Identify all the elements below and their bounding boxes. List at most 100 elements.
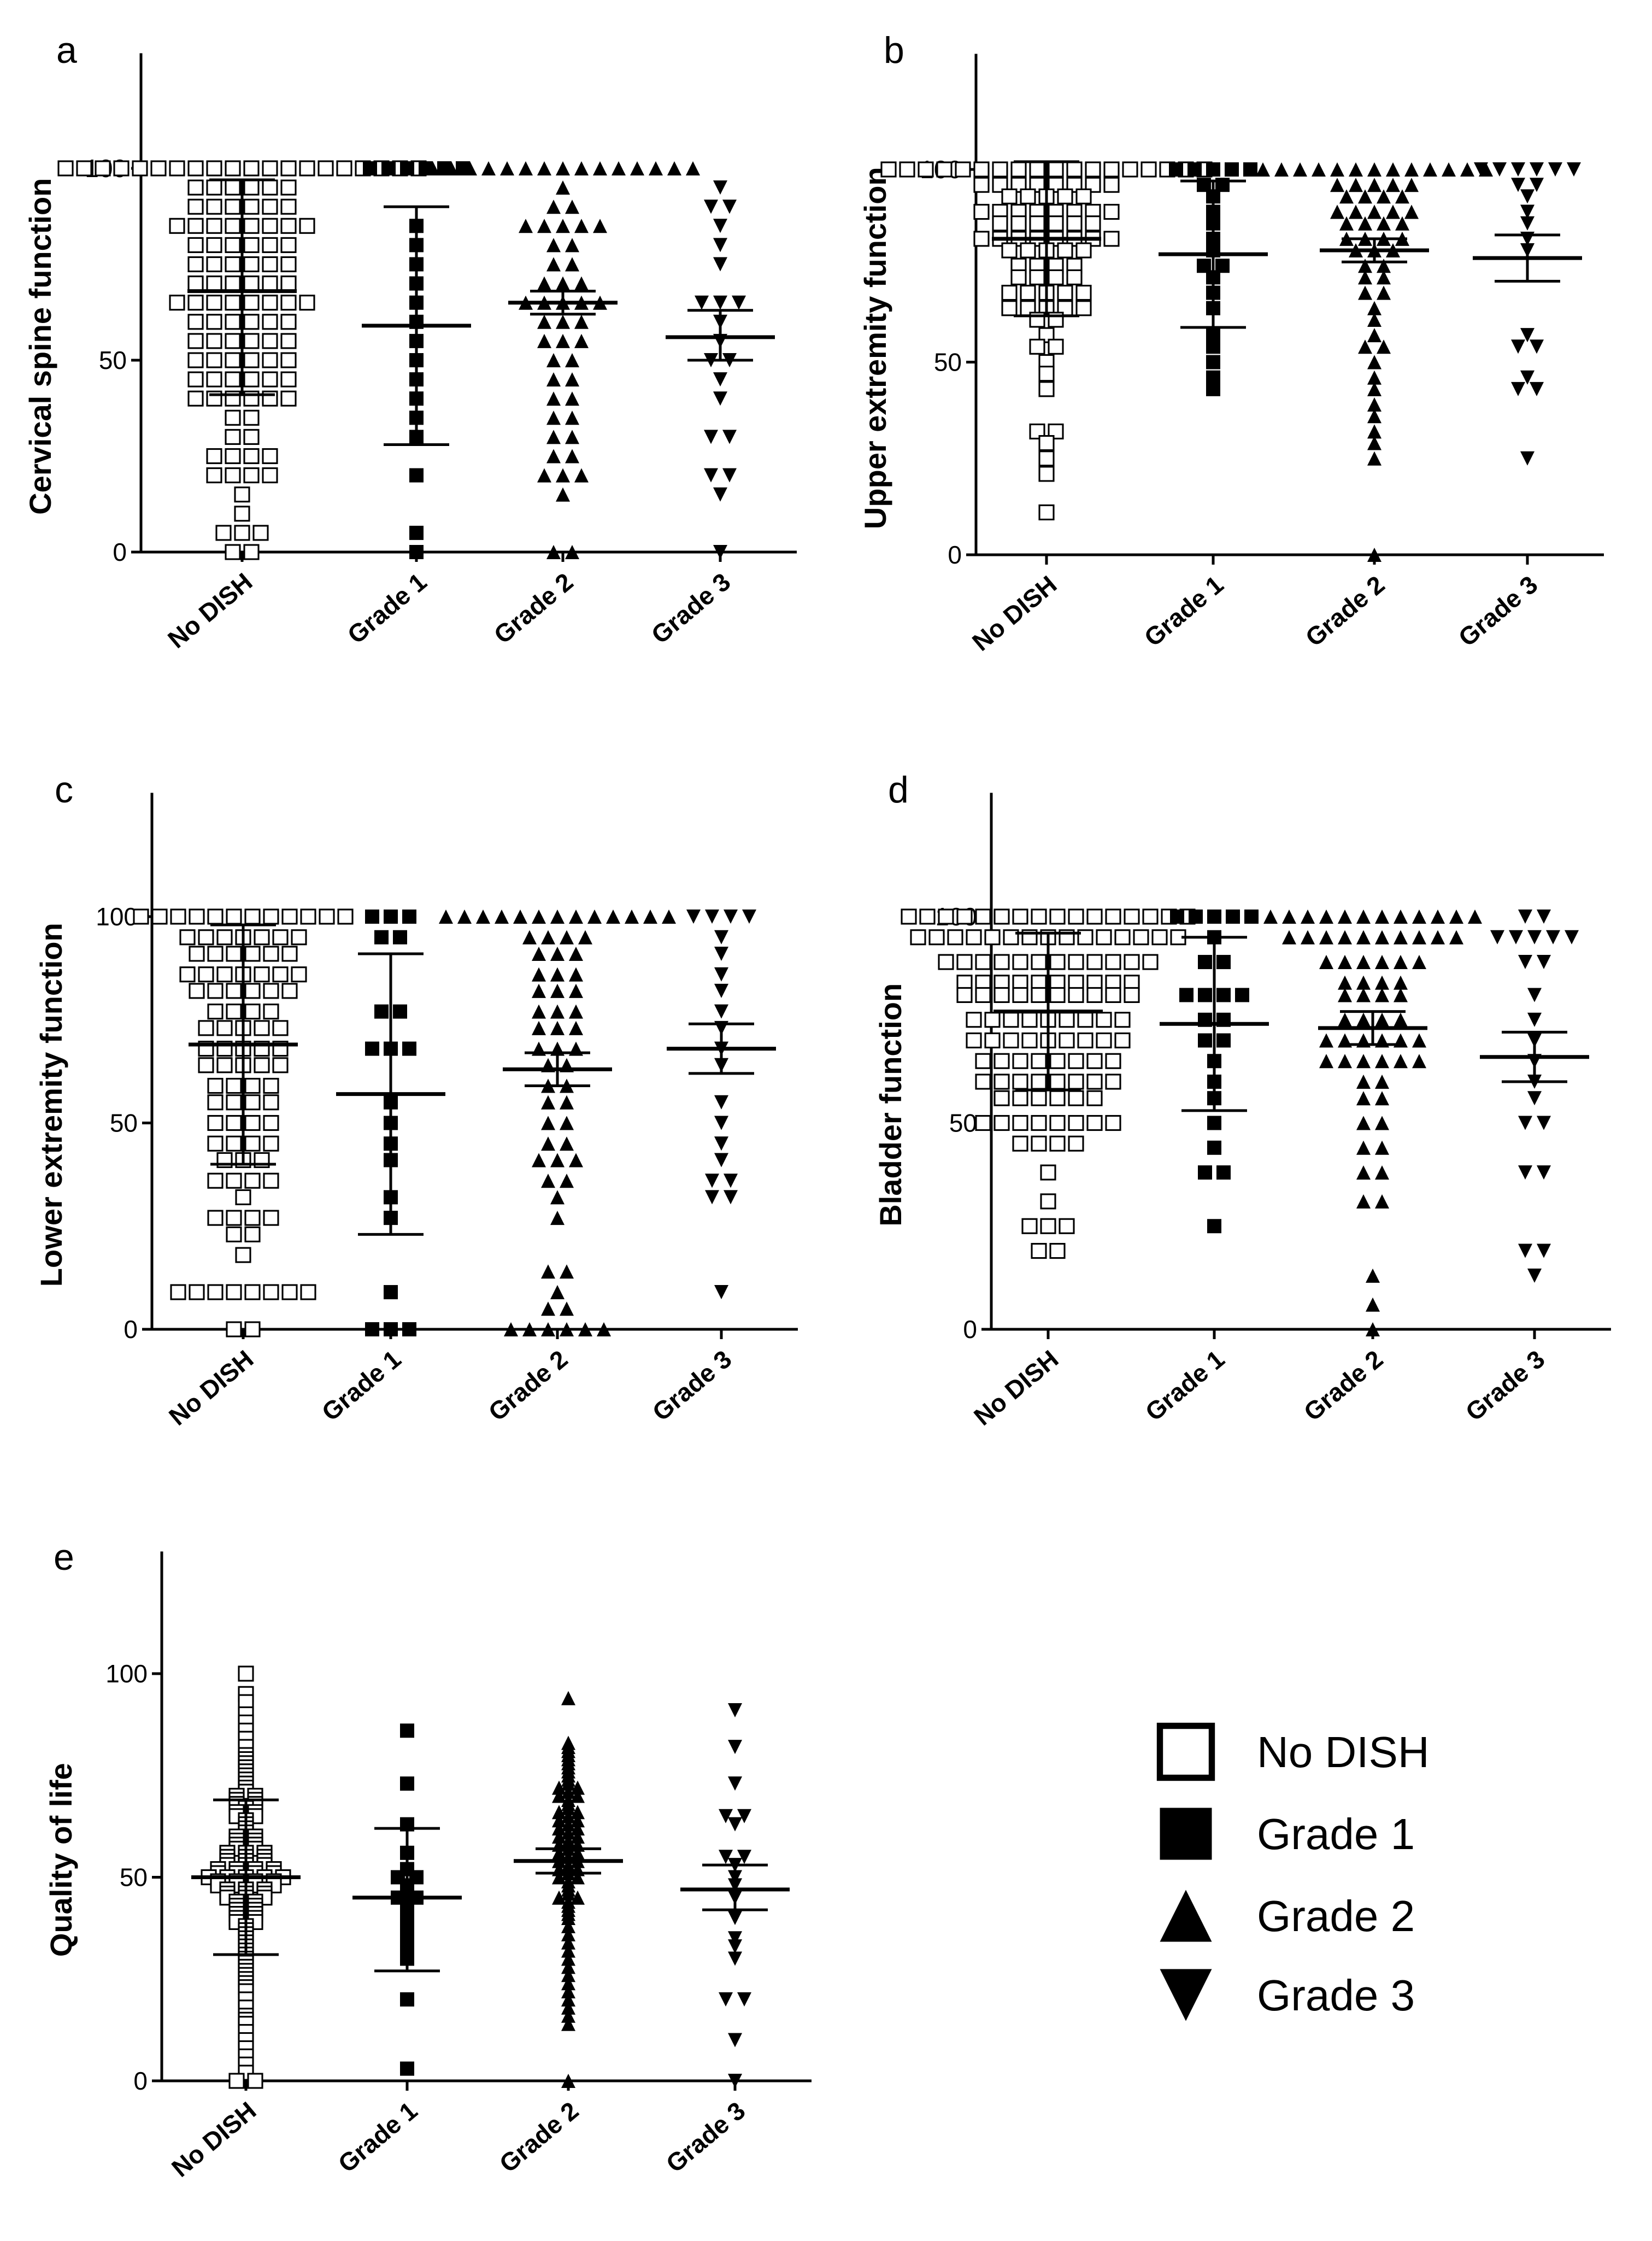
data-point bbox=[1330, 162, 1344, 177]
data-point bbox=[226, 1226, 242, 1242]
data-point bbox=[1049, 1242, 1066, 1259]
data-point bbox=[722, 200, 737, 214]
data-point bbox=[1021, 1218, 1038, 1234]
data-point bbox=[713, 238, 727, 253]
data-point bbox=[225, 179, 241, 196]
data-point bbox=[1012, 987, 1028, 1004]
data-point bbox=[1216, 1165, 1231, 1180]
data-point bbox=[1086, 1053, 1103, 1069]
data-point bbox=[263, 1284, 279, 1300]
data-point bbox=[1077, 1012, 1094, 1028]
data-point bbox=[565, 353, 579, 367]
data-point bbox=[737, 1809, 751, 1823]
data-point bbox=[537, 276, 551, 291]
data-point bbox=[1530, 339, 1544, 354]
data-point bbox=[561, 1833, 575, 1848]
data-point bbox=[541, 1264, 555, 1279]
data-point bbox=[238, 1665, 254, 1682]
error-bar-grade-1 bbox=[352, 1827, 462, 1973]
data-point bbox=[1012, 1090, 1028, 1106]
data-point bbox=[365, 910, 379, 924]
data-point bbox=[216, 966, 233, 983]
data-point bbox=[1511, 382, 1525, 396]
data-point bbox=[393, 1004, 407, 1019]
data-point bbox=[272, 1057, 289, 1073]
legend-label: No DISH bbox=[1257, 1728, 1430, 1776]
series-no-dish bbox=[133, 908, 354, 1337]
data-point bbox=[1235, 988, 1249, 1002]
data-point bbox=[1096, 1012, 1112, 1028]
data-point bbox=[955, 161, 971, 178]
data-point bbox=[1490, 930, 1504, 944]
y-tick-label: 50 bbox=[934, 348, 962, 377]
data-point bbox=[561, 1992, 575, 2007]
data-point bbox=[409, 525, 424, 540]
data-point bbox=[1367, 451, 1381, 466]
data-point bbox=[1319, 1054, 1333, 1069]
data-point bbox=[561, 1960, 575, 1974]
data-point bbox=[1086, 987, 1103, 1004]
data-point bbox=[556, 487, 570, 502]
data-point bbox=[561, 2000, 575, 2015]
data-point bbox=[1038, 504, 1055, 521]
data-point bbox=[541, 1095, 555, 1110]
data-point bbox=[365, 1041, 379, 1056]
data-point bbox=[1020, 285, 1036, 301]
data-point bbox=[1377, 189, 1391, 204]
data-point bbox=[552, 1829, 566, 1844]
x-tick-label-no-dish: No DISH bbox=[162, 567, 257, 654]
data-point bbox=[704, 200, 718, 214]
data-point bbox=[1520, 451, 1535, 466]
data-point bbox=[550, 1190, 565, 1205]
data-point bbox=[643, 910, 657, 924]
data-point bbox=[263, 1172, 279, 1189]
data-point bbox=[1338, 910, 1352, 924]
data-point bbox=[280, 295, 297, 311]
data-point bbox=[1103, 161, 1120, 178]
data-point bbox=[552, 1845, 566, 1860]
data-point bbox=[1375, 1091, 1389, 1106]
data-point bbox=[1375, 1012, 1389, 1027]
data-point bbox=[1330, 204, 1344, 219]
data-point bbox=[556, 161, 570, 175]
data-point bbox=[728, 1951, 742, 1966]
data-point bbox=[254, 1020, 270, 1036]
data-point bbox=[1198, 955, 1212, 970]
data-point bbox=[1386, 178, 1400, 192]
data-point bbox=[1367, 204, 1381, 219]
data-point bbox=[550, 967, 565, 982]
data-point bbox=[1020, 242, 1036, 259]
data-point bbox=[1338, 988, 1352, 1002]
data-point bbox=[207, 946, 224, 962]
data-point bbox=[234, 486, 250, 503]
data-point bbox=[574, 161, 589, 175]
data-point bbox=[225, 409, 241, 426]
data-point bbox=[1319, 955, 1333, 970]
data-point bbox=[1367, 370, 1381, 385]
data-point bbox=[207, 1004, 224, 1020]
data-point bbox=[984, 929, 1001, 946]
data-point bbox=[374, 930, 389, 944]
data-point bbox=[1356, 1140, 1371, 1155]
data-point bbox=[714, 983, 728, 998]
data-point bbox=[235, 1189, 251, 1205]
data-point bbox=[1068, 1073, 1084, 1090]
data-point bbox=[565, 238, 579, 253]
data-point bbox=[1375, 910, 1389, 924]
x-tick-label-grade-3: Grade 3 bbox=[646, 567, 736, 649]
data-point bbox=[1367, 424, 1381, 439]
data-point bbox=[560, 1174, 574, 1188]
data-point bbox=[1038, 381, 1055, 397]
data-point bbox=[1527, 1091, 1542, 1106]
data-point bbox=[901, 908, 917, 925]
data-point bbox=[556, 468, 570, 483]
data-point bbox=[1518, 1243, 1532, 1258]
data-point bbox=[439, 910, 453, 924]
data-point bbox=[1038, 435, 1055, 451]
data-point bbox=[541, 1301, 555, 1316]
data-point bbox=[936, 161, 953, 178]
data-point bbox=[1031, 1090, 1047, 1106]
data-point bbox=[243, 160, 260, 177]
data-point bbox=[225, 429, 241, 445]
data-point bbox=[243, 256, 260, 273]
